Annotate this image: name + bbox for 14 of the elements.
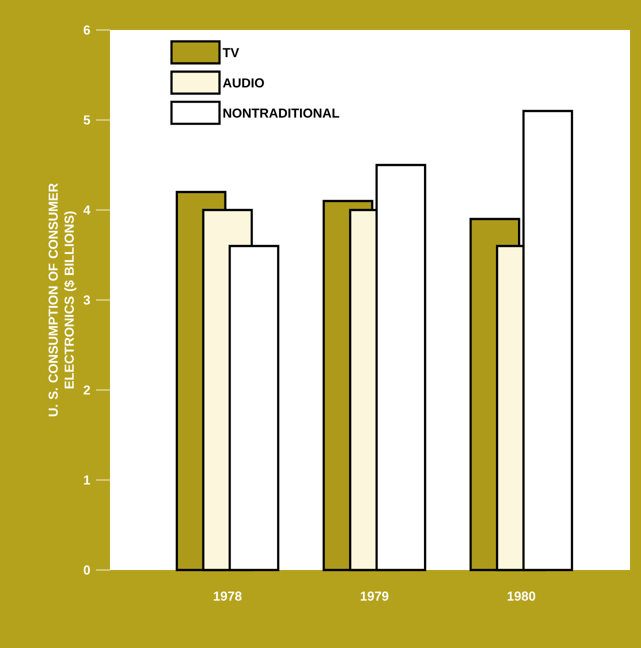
- y-tick-label: 6: [84, 25, 90, 35]
- x-tick-label: 1980: [508, 592, 536, 601]
- legend-label: AUDIO: [222, 78, 264, 88]
- y-tick-label: 4: [83, 206, 90, 214]
- y-axis-title: U. S. CONSUMPTION OF CONSUMER ELECTRONICS ($ BILLIONS): [48, 183, 76, 416]
- x-tick-label: 1978: [214, 592, 242, 601]
- y-tick-label: 1: [84, 476, 90, 484]
- legend-label: NONTRADITIONAL: [223, 108, 340, 118]
- x-tick-label: 1979: [360, 592, 388, 601]
- y-tick-label: 0: [84, 565, 90, 575]
- y-tick-label: 5: [84, 115, 90, 125]
- y-tick-label: 3: [84, 295, 90, 305]
- y-tick-label: 2: [84, 385, 90, 395]
- legend-label: TV: [222, 48, 240, 58]
